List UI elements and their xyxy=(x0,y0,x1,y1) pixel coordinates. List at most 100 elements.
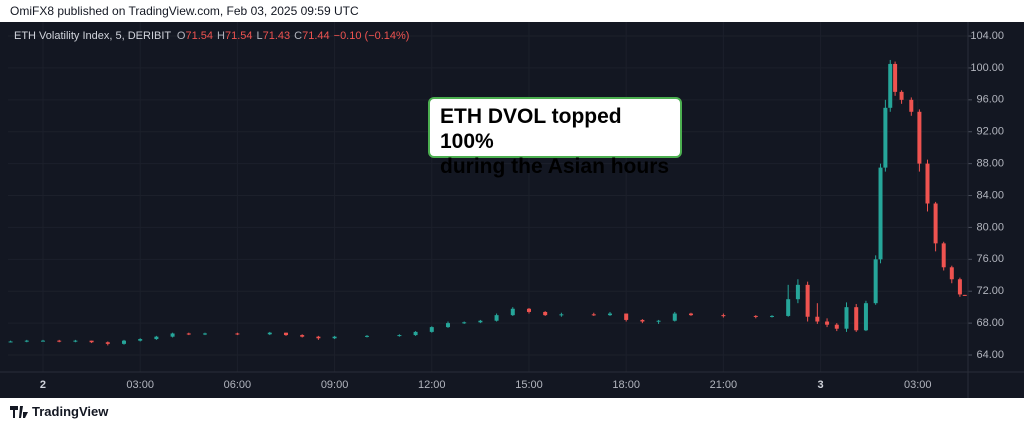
candle-body xyxy=(170,333,175,337)
candle-body xyxy=(89,340,94,343)
candle-body xyxy=(510,308,515,316)
y-tick-label: 100.00 xyxy=(970,62,1004,74)
x-tick-label: 18:00 xyxy=(612,379,640,391)
candle-body xyxy=(445,323,450,328)
y-tick-label: 68.00 xyxy=(976,317,1004,329)
candle-body xyxy=(873,259,878,304)
candle-body xyxy=(526,308,531,312)
candle-body xyxy=(607,313,612,316)
candle-body xyxy=(795,284,800,300)
x-tick-label: 03:00 xyxy=(904,379,932,391)
legend-key: C xyxy=(294,30,302,42)
x-tick-label: 21:00 xyxy=(710,379,738,391)
annotation-line: ETH DVOL topped 100% xyxy=(440,105,622,153)
candle-body xyxy=(316,336,321,339)
candle-body xyxy=(888,63,893,108)
y-tick-label: 96.00 xyxy=(976,94,1004,106)
candle-body xyxy=(656,320,661,322)
logo-icon xyxy=(10,405,28,418)
candle-body xyxy=(300,335,305,337)
y-tick-label: 84.00 xyxy=(976,189,1004,201)
candle-body xyxy=(805,284,810,317)
x-tick-label: 12:00 xyxy=(418,379,446,391)
candle-body xyxy=(413,331,418,336)
x-tick-label: 3 xyxy=(818,379,824,391)
candle-body xyxy=(834,324,839,329)
candle-body xyxy=(893,63,898,92)
candle-body xyxy=(591,314,596,316)
y-tick-label: 72.00 xyxy=(976,285,1004,297)
candle-body xyxy=(941,243,946,268)
x-tick-label: 03:00 xyxy=(126,379,154,391)
legend-change: −0.10 (−0.14%) xyxy=(334,30,410,42)
x-tick-label: 15:00 xyxy=(515,379,543,391)
candle-body xyxy=(863,303,868,331)
candle-body xyxy=(854,307,859,331)
candle-body xyxy=(57,340,62,342)
candle-body xyxy=(202,333,207,335)
candle-body xyxy=(8,341,13,343)
candle-body xyxy=(267,332,272,335)
candle-body xyxy=(121,340,126,344)
y-tick-label: 104.00 xyxy=(970,30,1004,42)
y-tick-label: 76.00 xyxy=(976,253,1004,265)
candle-body xyxy=(154,336,159,340)
candle-body xyxy=(949,267,954,280)
candle-body xyxy=(844,307,849,329)
annotation-line: during the Asian hours xyxy=(440,155,670,178)
candle-body xyxy=(672,313,677,321)
candle-body xyxy=(925,163,930,204)
candle-body xyxy=(73,340,78,342)
candle-body xyxy=(753,315,758,317)
candle-body xyxy=(478,320,483,323)
footer: TradingView xyxy=(10,404,108,419)
candle-body xyxy=(397,335,402,337)
brand: TradingView xyxy=(32,404,109,419)
candle-body xyxy=(825,321,830,325)
candle-body xyxy=(624,313,629,320)
annotation: ETH DVOL topped 100% during the Asian ho… xyxy=(428,97,682,178)
candle-body xyxy=(721,315,726,317)
legend-value: 71.44 xyxy=(302,30,330,42)
candle-body xyxy=(235,333,240,335)
candle-body xyxy=(559,314,564,316)
candle-body xyxy=(917,111,922,164)
candle-body xyxy=(962,294,967,296)
candle-body xyxy=(899,91,904,100)
candle-body xyxy=(933,203,938,244)
legend-key: H xyxy=(217,30,225,42)
candle-body xyxy=(364,335,369,337)
candle-body xyxy=(332,336,337,339)
candle-body xyxy=(105,342,110,344)
legend-value: 71.54 xyxy=(225,30,253,42)
legend-key: L xyxy=(257,30,263,42)
y-tick-label: 92.00 xyxy=(976,126,1004,138)
candle-body xyxy=(429,327,434,332)
x-tick-label: 09:00 xyxy=(321,379,349,391)
candle-body xyxy=(640,319,645,322)
y-tick-label: 80.00 xyxy=(976,221,1004,233)
chart: 64.00 68.00 72.00 76.00 80.00 84.00 88.00 92.00… xyxy=(0,22,1024,398)
legend-key: O xyxy=(177,30,186,42)
x-tick-label: 2 xyxy=(40,379,46,391)
candle-body xyxy=(543,311,548,316)
candle-body xyxy=(138,339,143,341)
candle-body xyxy=(494,315,499,321)
legend-value: 71.54 xyxy=(185,30,213,42)
candle-body xyxy=(883,107,888,168)
legend-title: ETH Volatility Index, 5, DERIBIT xyxy=(14,30,171,42)
legend: ETH Volatility Index, 5, DERIBIT O71.54 H7… xyxy=(14,30,409,42)
publish-info: OmiFX8 published on TradingView.com, Feb… xyxy=(10,4,359,18)
candle-body xyxy=(24,340,29,342)
candle-body xyxy=(815,316,820,322)
candle-body xyxy=(283,332,288,336)
candle-body xyxy=(909,99,914,112)
x-tick-label: 06:00 xyxy=(224,379,252,391)
candle-body xyxy=(957,279,962,295)
candle-body xyxy=(786,299,791,316)
candle-body xyxy=(462,322,467,324)
candle-body xyxy=(688,313,693,316)
candle-body xyxy=(186,333,191,335)
y-tick-label: 88.00 xyxy=(976,158,1004,170)
candle-body xyxy=(878,167,883,260)
